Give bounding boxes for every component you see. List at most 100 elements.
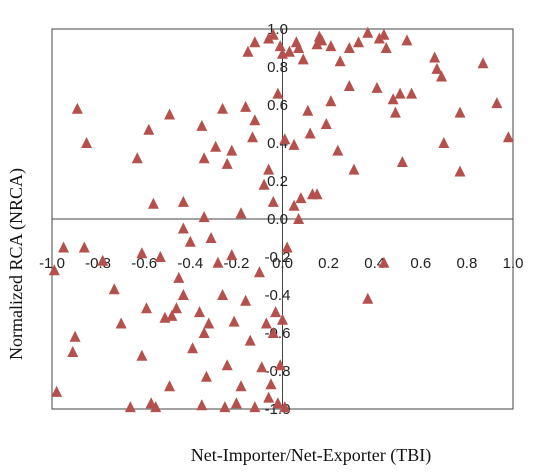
x-tick-label: -0.4 (177, 255, 203, 272)
data-point (256, 361, 268, 373)
data-point (304, 127, 316, 139)
data-point (228, 315, 240, 327)
data-point (491, 97, 503, 109)
x-tick-label: 0.4 (364, 255, 385, 272)
data-point (401, 34, 413, 46)
data-point (387, 93, 399, 105)
data-point (177, 195, 189, 207)
data-point (302, 104, 314, 116)
x-tick-label: 0.0 (272, 255, 293, 272)
data-point (97, 254, 109, 266)
data-point (265, 378, 277, 390)
data-point (194, 306, 206, 318)
y-tick-label: 0.8 (267, 59, 288, 76)
data-point (58, 241, 70, 253)
data-point (334, 55, 346, 67)
data-point (272, 397, 284, 409)
data-point (279, 401, 291, 413)
data-point (198, 211, 210, 223)
data-point (221, 359, 233, 371)
data-point (283, 45, 295, 57)
data-point (438, 137, 450, 148)
data-point (316, 34, 328, 46)
data-point (51, 385, 63, 397)
data-point (205, 232, 217, 243)
data-point (270, 306, 282, 318)
x-tick-label: 0.6 (410, 255, 431, 272)
y-tick-label: -0.2 (265, 249, 291, 266)
data-point (242, 45, 254, 57)
data-point (380, 42, 392, 53)
data-point (235, 207, 247, 219)
data-point (249, 36, 261, 48)
data-point (136, 247, 148, 259)
data-point (115, 317, 127, 329)
data-point (260, 317, 272, 329)
data-point (454, 165, 466, 177)
data-point (196, 119, 208, 131)
x-tick-label: -0.2 (223, 255, 249, 272)
data-point (249, 401, 261, 413)
data-point (173, 271, 185, 283)
data-point (253, 266, 265, 278)
data-point (429, 51, 441, 63)
data-point (67, 346, 79, 357)
data-point (124, 401, 136, 413)
data-point (71, 102, 83, 114)
data-point (436, 70, 448, 82)
data-point (230, 397, 242, 409)
data-point (154, 251, 166, 262)
data-point (240, 100, 252, 112)
data-point (219, 401, 231, 413)
data-point (136, 349, 148, 361)
data-point (198, 327, 210, 338)
data-point (217, 289, 229, 300)
data-point (196, 399, 208, 411)
data-point (348, 163, 360, 175)
data-point (249, 114, 261, 126)
data-point (378, 256, 390, 268)
data-point (267, 195, 279, 207)
data-point (141, 302, 153, 314)
data-point (274, 359, 286, 371)
data-point (371, 81, 383, 93)
data-point (288, 199, 300, 211)
data-point (267, 28, 279, 40)
data-point (279, 133, 291, 145)
x-tick-label: -0.6 (131, 255, 157, 272)
data-point (147, 197, 159, 209)
data-point (131, 152, 143, 164)
data-point (170, 302, 182, 314)
x-tick-label: -1.0 (39, 255, 65, 272)
data-point (78, 241, 90, 253)
data-point (281, 241, 293, 253)
data-point (277, 313, 288, 325)
data-point (48, 264, 60, 276)
data-point (164, 380, 176, 392)
data-point (394, 87, 406, 99)
data-point (177, 222, 189, 234)
data-point (198, 152, 210, 164)
y-tick-label: 0.0 (267, 211, 288, 228)
data-point (332, 144, 344, 156)
data-point (362, 292, 374, 304)
data-point (240, 294, 252, 306)
x-tick-labels: -1.0 -0.8 -0.6 -0.4 -0.2 0.0 0.2 0.4 0.6 0.8 1.0 (39, 255, 523, 272)
data-point (454, 106, 466, 118)
y-tick-label: -0.4 (265, 287, 291, 304)
data-point (311, 188, 323, 200)
data-point (272, 87, 284, 99)
y-axis-title: Normalized RCA (NRCA) (6, 168, 27, 360)
data-point (362, 26, 374, 38)
data-point (226, 144, 238, 156)
data-point (325, 40, 337, 52)
data-point (295, 192, 307, 204)
data-point (406, 87, 418, 99)
data-point (244, 334, 256, 346)
data-point (431, 62, 443, 74)
data-point (143, 123, 155, 135)
data-point (274, 40, 286, 52)
data-point (378, 28, 390, 40)
data-point (187, 342, 199, 354)
data-point (81, 137, 93, 148)
